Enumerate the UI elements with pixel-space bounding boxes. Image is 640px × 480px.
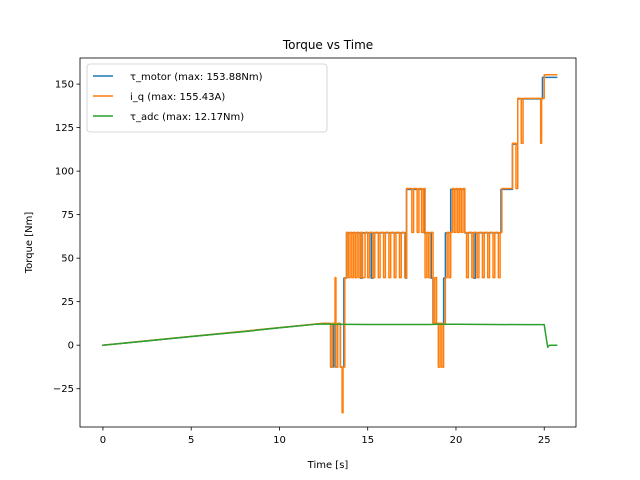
chart-title: Torque vs Time bbox=[282, 38, 373, 52]
x-tick-label: 5 bbox=[188, 435, 194, 446]
x-axis-label: Time [s] bbox=[307, 460, 349, 471]
y-tick-label: 100 bbox=[55, 167, 74, 178]
x-tick-label: 25 bbox=[538, 435, 551, 446]
y-axis-ticks: −25 0 25 50 75 100 125 150 bbox=[53, 80, 80, 395]
legend-entry: i_q (max: 155.43A) bbox=[130, 92, 225, 103]
y-tick-label: 150 bbox=[55, 80, 74, 91]
x-tick-label: 20 bbox=[450, 435, 463, 446]
plot-frame bbox=[79, 57, 577, 428]
y-tick-label: 0 bbox=[68, 341, 74, 352]
series-layer bbox=[102, 73, 558, 414]
x-tick-label: 15 bbox=[361, 435, 374, 446]
legend-frame bbox=[86, 63, 328, 133]
x-tick-label: 10 bbox=[273, 435, 286, 446]
y-tick-label: 75 bbox=[61, 210, 74, 221]
series-line-1 bbox=[102, 73, 558, 414]
y-tick-label: 125 bbox=[55, 123, 74, 134]
legend: τ_motor (max: 153.88Nm) i_q (max: 155.43A… bbox=[86, 63, 328, 133]
series-line-2 bbox=[102, 323, 558, 349]
legend-entry: τ_motor (max: 153.88Nm) bbox=[130, 72, 263, 83]
x-axis-ticks: 0 5 10 15 20 25 bbox=[100, 427, 551, 446]
legend-entry: τ_adc (max: 12.17Nm) bbox=[130, 112, 244, 123]
y-tick-label: −25 bbox=[53, 384, 74, 395]
x-tick-label: 0 bbox=[100, 435, 106, 446]
y-axis-label: Torque [Nm] bbox=[24, 212, 35, 275]
y-tick-label: 50 bbox=[61, 254, 74, 265]
y-tick-label: 25 bbox=[61, 297, 74, 308]
